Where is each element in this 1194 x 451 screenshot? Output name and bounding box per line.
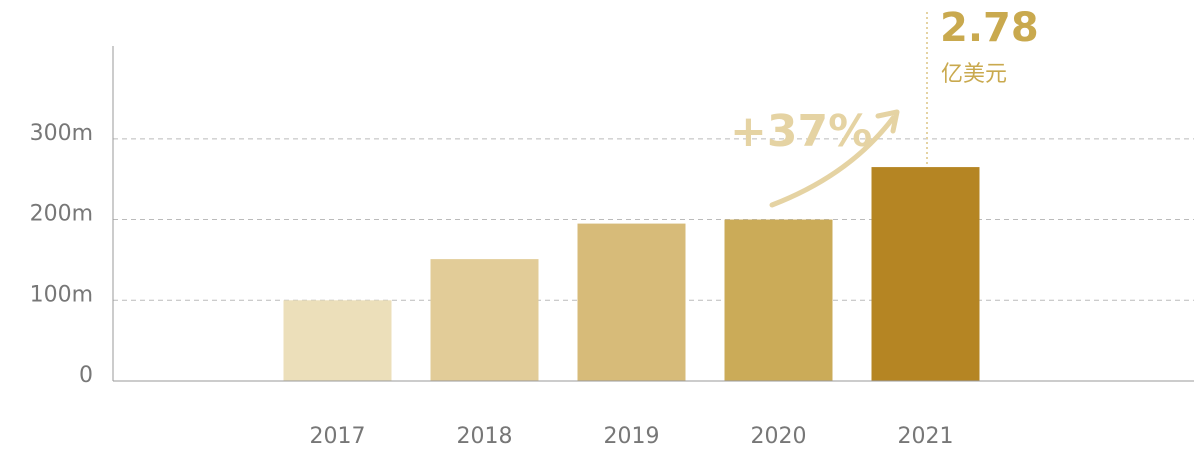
x-tick-label: 2018: [457, 424, 513, 449]
growth-arrow: [769, 115, 896, 208]
y-tick-label: 100m: [30, 282, 93, 307]
x-tick-label: 2017: [310, 424, 366, 449]
growth-arrowhead: [875, 109, 900, 134]
total-value: 2.78: [940, 5, 1039, 51]
growth-label: +37%: [730, 106, 872, 157]
bar: [283, 300, 392, 381]
y-tick-label: 300m: [30, 121, 93, 146]
bar: [724, 219, 833, 381]
bar: [577, 223, 686, 381]
x-tick-label: 2020: [751, 424, 807, 449]
y-tick-label: 200m: [30, 202, 93, 227]
total-unit: 亿美元: [941, 62, 1007, 87]
bar: [871, 167, 980, 381]
x-tick-label: 2021: [898, 424, 954, 449]
x-tick-label: 2019: [604, 424, 660, 449]
bar: [430, 259, 539, 381]
y-tick-label: 0: [79, 363, 93, 388]
